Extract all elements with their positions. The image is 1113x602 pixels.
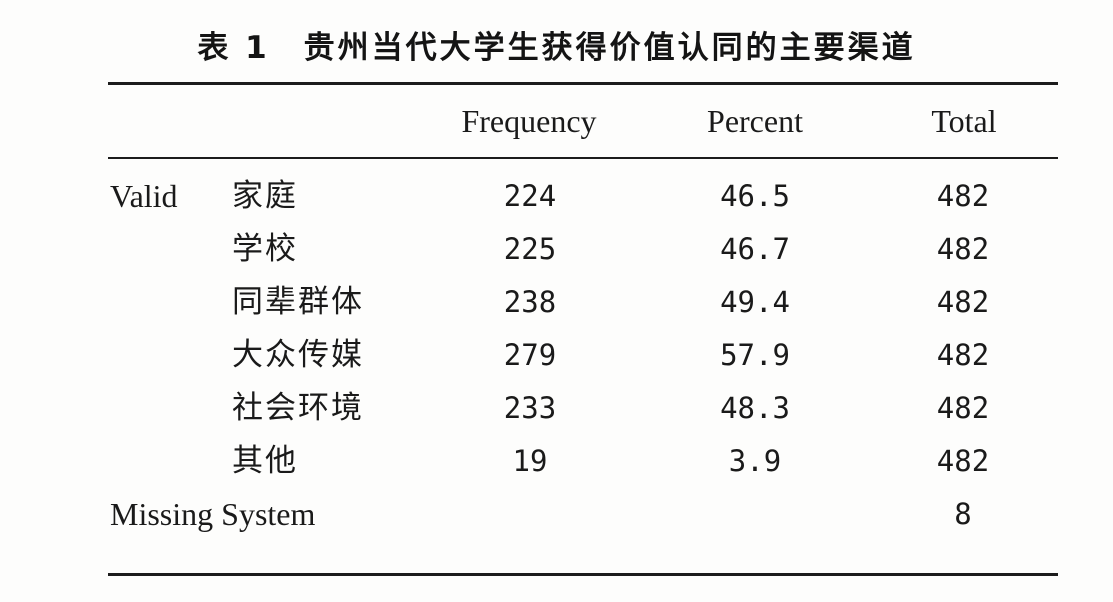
- row-percent: 48.3: [720, 391, 790, 425]
- row-category: 其他: [232, 443, 298, 479]
- row-percent: 49.4: [720, 285, 790, 319]
- row-total: 482: [936, 232, 990, 266]
- header-total: Total: [931, 103, 997, 139]
- missing-total: 8: [954, 497, 972, 531]
- row-percent: 46.7: [720, 232, 790, 266]
- row-category: 社会环境: [232, 390, 364, 426]
- table-bottom-rule: [108, 573, 1058, 576]
- row-percent: 46.5: [720, 179, 790, 213]
- row-frequency: 238: [503, 285, 557, 319]
- row-total: 482: [936, 285, 990, 319]
- row-percent: 57.9: [720, 338, 790, 372]
- row-frequency: 233: [503, 391, 557, 425]
- row-percent: 3.9: [728, 444, 782, 478]
- row-category: 学校: [232, 231, 298, 267]
- row-category: 同辈群体: [232, 284, 364, 320]
- row-total: 482: [936, 338, 990, 372]
- row-frequency: 19: [512, 444, 548, 478]
- row-total: 482: [936, 391, 990, 425]
- row-frequency: 225: [503, 232, 557, 266]
- row-category: 大众传媒: [232, 337, 364, 373]
- missing-system-label: Missing System: [110, 496, 316, 532]
- table-title: 表 1 贵州当代大学生获得价值认同的主要渠道: [197, 30, 916, 66]
- row-frequency: 279: [503, 338, 557, 372]
- row-total: 482: [936, 444, 990, 478]
- table-top-rule: [108, 82, 1058, 85]
- table-header-rule: [108, 157, 1058, 159]
- header-percent: Percent: [707, 103, 803, 139]
- row-category: 家庭: [232, 178, 298, 214]
- valid-group-label: Valid: [110, 178, 178, 214]
- row-frequency: 224: [503, 179, 557, 213]
- header-frequency: Frequency: [461, 103, 597, 139]
- row-total: 482: [936, 179, 990, 213]
